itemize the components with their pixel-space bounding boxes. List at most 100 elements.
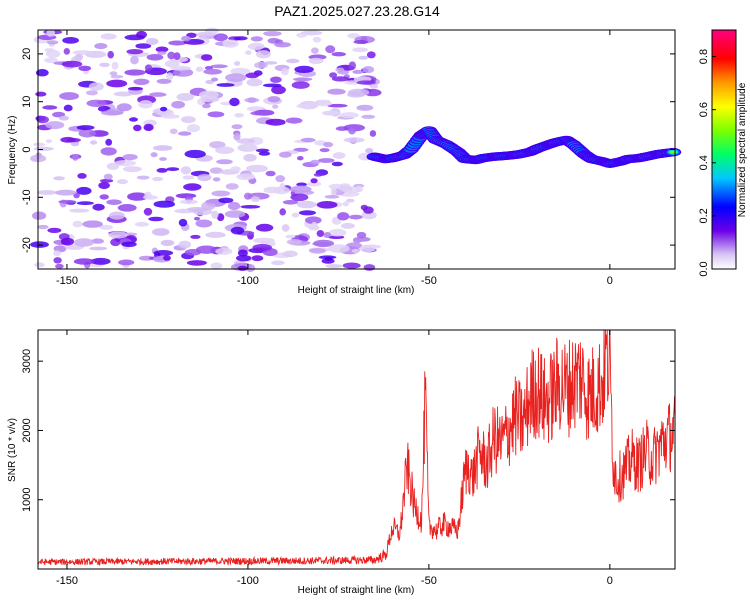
noise-blob [47, 227, 62, 233]
noise-blob [152, 176, 164, 182]
noise-blob [279, 208, 287, 216]
y-tick-label: 0 [21, 146, 33, 152]
noise-blob [246, 78, 263, 87]
noise-blob [86, 90, 98, 96]
noise-blob [330, 187, 337, 196]
noise-blob [91, 238, 104, 244]
noise-blob [107, 50, 114, 59]
noise-blob [225, 73, 247, 82]
noise-blob [94, 43, 108, 50]
noise-blob [69, 208, 90, 213]
noise-blob [37, 224, 49, 230]
y-tick-label: 1000 [21, 487, 33, 511]
y-tick-label: -10 [21, 189, 33, 205]
noise-blob [294, 65, 314, 73]
colorbar-tick-label: 0.6 [698, 102, 710, 117]
noise-blob [78, 129, 96, 138]
noise-blob [167, 51, 176, 60]
noise-blob [272, 104, 279, 109]
x-tick-label: -100 [237, 575, 259, 587]
noise-blob [181, 35, 191, 42]
noise-blob [183, 183, 202, 191]
noise-blob [300, 137, 316, 143]
noise-blob [45, 121, 65, 130]
noise-blob [53, 250, 62, 257]
noise-blob [254, 61, 268, 69]
noise-blob [157, 51, 167, 55]
noise-blob [72, 154, 79, 161]
noise-blob [327, 103, 348, 108]
noise-blob [369, 84, 379, 89]
y-tick-label: 20 [21, 48, 33, 60]
noise-blob [306, 181, 322, 187]
noise-blob [33, 146, 54, 151]
noise-blob [144, 191, 152, 199]
noise-blob [74, 238, 94, 247]
noise-blob [35, 69, 49, 77]
noise-blob [124, 69, 146, 76]
noise-blob [58, 115, 69, 121]
noise-blob [209, 141, 226, 149]
noise-blob [361, 211, 377, 220]
noise-blob [331, 161, 343, 167]
noise-blob [211, 210, 219, 219]
y-tick-label: 3000 [21, 349, 33, 373]
noise-blob [178, 131, 192, 136]
noise-blob [325, 264, 343, 269]
noise-blob [108, 231, 128, 239]
noise-blob [281, 67, 289, 76]
x-tick-label: -150 [56, 575, 78, 587]
noise-blob [274, 42, 291, 48]
noise-blob [55, 263, 64, 269]
noise-blob [308, 57, 324, 65]
noise-blob [33, 142, 45, 147]
noise-blob [324, 256, 333, 261]
noise-blob [230, 166, 241, 173]
noise-blob [117, 204, 137, 212]
noise-blob [250, 196, 260, 202]
noise-blob [111, 61, 119, 70]
noise-blob [177, 208, 189, 214]
noise-blob [328, 228, 347, 237]
noise-blob [233, 36, 248, 41]
noise-blob [255, 148, 270, 153]
noise-blob [342, 201, 349, 207]
x-tick-label: -50 [421, 275, 437, 287]
noise-blob [352, 69, 364, 74]
noise-blob [116, 179, 128, 185]
noise-blob [347, 33, 360, 39]
noise-blob [321, 110, 340, 116]
noise-blob [291, 212, 300, 218]
noise-blob [63, 104, 73, 112]
noise-blob [363, 88, 382, 97]
noise-blob [156, 168, 168, 173]
noise-blob [179, 199, 198, 205]
noise-blob [63, 48, 70, 55]
noise-blob [77, 173, 87, 179]
snr-series-line [37, 329, 676, 567]
noise-blob [169, 128, 178, 135]
noise-blob [148, 216, 164, 222]
colorbar-tick-label: 0.4 [698, 155, 710, 170]
noise-blob [88, 82, 104, 91]
noise-blob [100, 33, 117, 40]
noise-blob [234, 61, 241, 66]
snr-y-ticks: 1000 2000 3000 [21, 349, 675, 512]
noise-blob [309, 248, 326, 254]
noise-blob [46, 29, 55, 37]
y-tick-label: 10 [21, 96, 33, 108]
noise-blob [348, 61, 356, 70]
noise-blob [263, 83, 282, 88]
noise-blob [99, 62, 110, 67]
noise-blob [305, 216, 322, 225]
noise-blob [138, 100, 153, 109]
spectrogram-y-ticks: -20 -10 0 10 20 [21, 48, 675, 253]
noise-blob [236, 173, 256, 181]
noise-blob [164, 60, 180, 68]
noise-blob [216, 159, 233, 165]
noise-blob [265, 118, 286, 126]
colorbar-tick-label: 0.2 [698, 208, 710, 223]
noise-blob [210, 64, 228, 69]
noise-blob [236, 255, 252, 262]
